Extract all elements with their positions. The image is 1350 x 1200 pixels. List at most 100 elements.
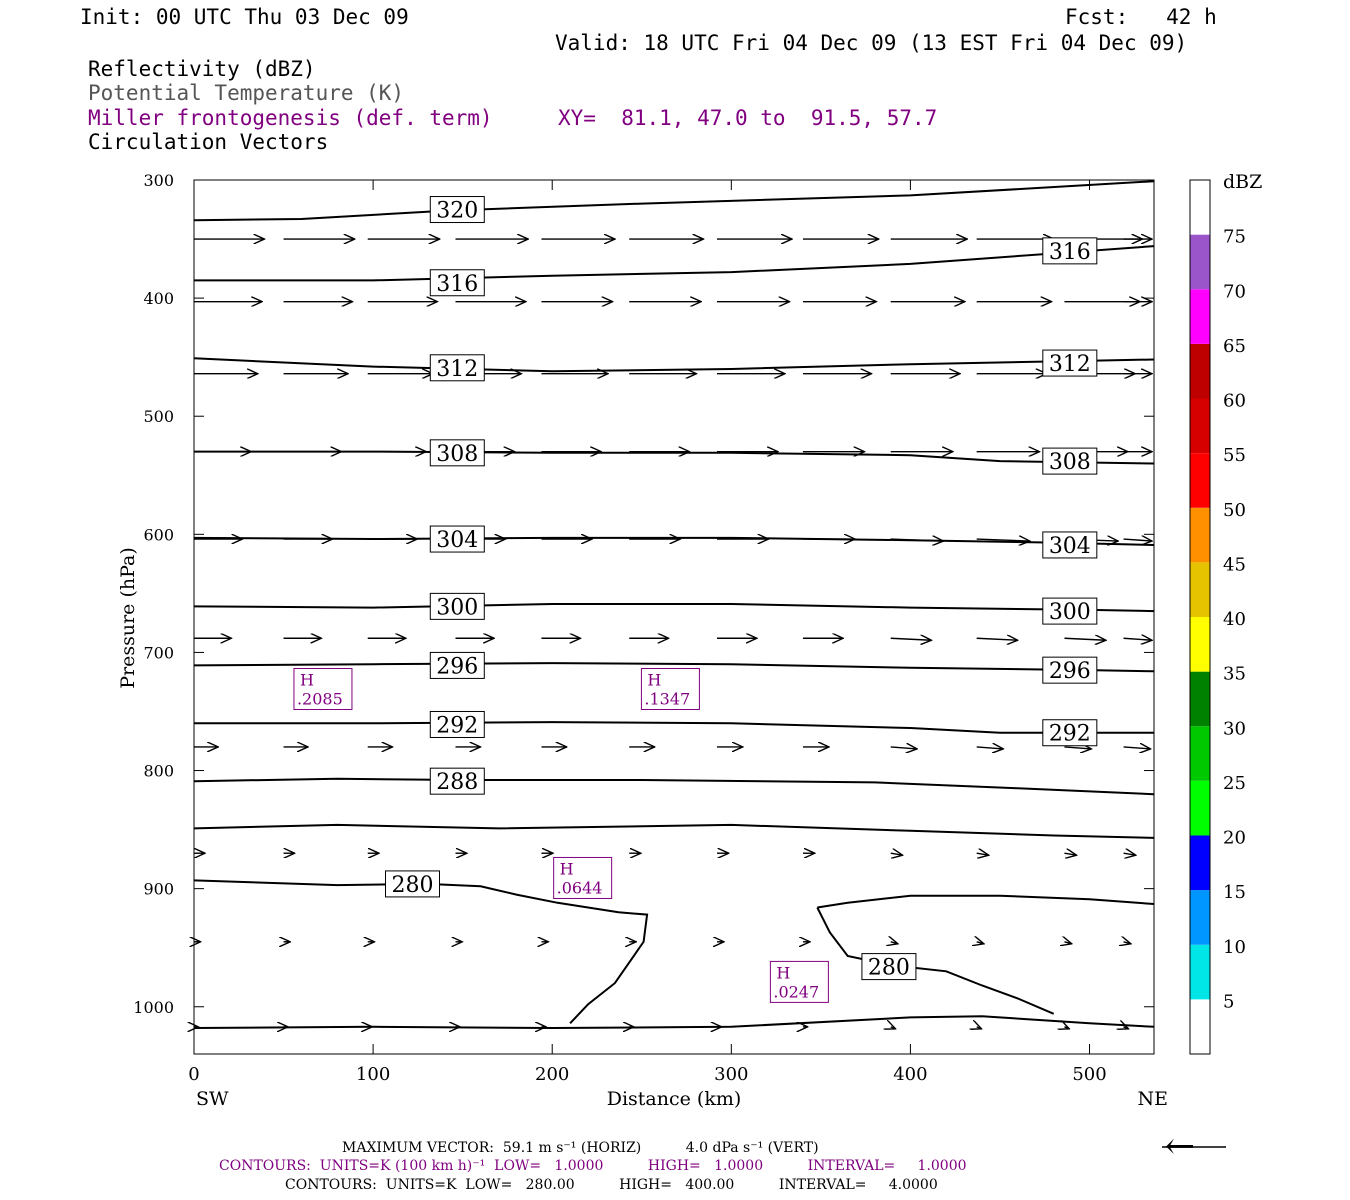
- colorbar-segment: [1190, 671, 1210, 727]
- colorbar-tick-label: 10: [1223, 937, 1246, 958]
- circulation-vector: [1123, 747, 1151, 749]
- theta-contour-280: [817, 894, 1155, 909]
- contour-label: 320: [436, 199, 478, 224]
- contour-label: 308: [436, 442, 478, 467]
- contour-label-box: [429, 651, 485, 679]
- contour-note-frontogenesis: CONTOURS: UNITS=K (100 km h)⁻¹ LOW= 1.00…: [219, 1158, 967, 1174]
- frontogenesis-maximum-value: .0644: [557, 878, 603, 897]
- circulation-vector: [1064, 1027, 1069, 1029]
- colorbar-tick-label: 65: [1223, 336, 1246, 357]
- field-potential-temperature: Potential Temperature (K): [88, 81, 405, 105]
- colorbar-tick-label: 15: [1223, 882, 1246, 903]
- colorbar-tick-label: 60: [1223, 391, 1246, 412]
- contour-label: 312: [1049, 352, 1091, 377]
- colorbar-tick-label: 40: [1223, 609, 1246, 630]
- frontogenesis-maximum-box: [640, 667, 700, 710]
- circulation-vector: [1124, 1027, 1129, 1029]
- colorbar-segment: [1190, 507, 1210, 563]
- y-tick-label: 700: [143, 643, 174, 662]
- contour-label-box: [429, 710, 485, 738]
- contour-label: 296: [1049, 659, 1091, 684]
- forecast-hour: Fcst: 42 h: [1065, 5, 1217, 29]
- colorbar-frame: [1189, 179, 1211, 1055]
- circulation-vector: [976, 638, 1018, 640]
- x-tick-label: 0: [188, 1064, 199, 1085]
- circulation-vector: [1064, 853, 1076, 855]
- frontogenesis-maximum-label: H: [776, 963, 790, 982]
- theta-contour-316: [194, 245, 1155, 282]
- colorbar-tick-label: 35: [1223, 664, 1246, 685]
- colorbar-segment: [1190, 234, 1210, 290]
- circulation-vector: [891, 1027, 896, 1029]
- circulation-vector: [1123, 539, 1152, 541]
- colorbar-tick-label: 70: [1223, 281, 1246, 302]
- contour-label: 316: [436, 272, 478, 297]
- colorbar-segment: [1190, 398, 1210, 454]
- circulation-vector: [1064, 942, 1071, 944]
- endpoint-left: SW: [196, 1088, 229, 1110]
- y-tick-label: 600: [143, 525, 174, 544]
- contour-label-box: [429, 592, 485, 620]
- colorbar-segment: [1190, 835, 1210, 891]
- contour-label-box: [429, 354, 485, 382]
- y-tick-label: 800: [143, 762, 174, 781]
- colorbar-segment: [1190, 944, 1210, 1000]
- contour-label: 300: [1049, 600, 1091, 625]
- x-tick-label: 100: [356, 1064, 390, 1085]
- theta-contour-300: [193, 603, 1155, 613]
- contour-label-box: [429, 439, 485, 467]
- contour-label-box: [1042, 349, 1098, 377]
- circulation-vector: [976, 539, 1030, 541]
- colorbar-segment: [1190, 289, 1210, 344]
- theta-contour-unlabeled: [193, 1015, 1155, 1030]
- contour-label-box: [1042, 597, 1098, 625]
- theta-contour-288: [193, 777, 1155, 796]
- contour-label-box: [1042, 237, 1098, 265]
- colorbar-tick-label: 45: [1223, 554, 1246, 575]
- theta-contour-284: [193, 823, 1155, 839]
- max-vector-note: MAXIMUM VECTOR: 59.1 m s⁻¹ (HORIZ) 4.0 d…: [342, 1140, 819, 1156]
- contour-label: 308: [1049, 450, 1091, 475]
- circulation-vector: [891, 942, 898, 944]
- contour-label-box: [1042, 447, 1098, 475]
- y-tick-label: 900: [143, 880, 174, 899]
- y-tick-label: 300: [143, 171, 174, 190]
- colorbar-segment: [1190, 780, 1210, 836]
- colorbar-tick-label: 55: [1223, 445, 1246, 466]
- colorbar-segment: [1190, 562, 1210, 617]
- theta-contour-280: [193, 879, 649, 1024]
- colorbar-segment: [1190, 617, 1210, 672]
- circulation-vector: [890, 747, 917, 749]
- colorbar-tick-label: 75: [1223, 227, 1246, 248]
- contour-label: 304: [1049, 534, 1091, 559]
- frontogenesis-maximum-value: .1347: [644, 689, 690, 708]
- circulation-vector: [1124, 942, 1131, 944]
- contour-label-box: [385, 870, 441, 898]
- x-tick-label: 200: [535, 1064, 569, 1085]
- frontogenesis-maximum-box: [553, 856, 613, 899]
- colorbar-tick-label: 50: [1223, 500, 1246, 521]
- contour-label-box: [429, 269, 485, 297]
- colorbar-label: dBZ: [1223, 171, 1262, 193]
- contour-label: 288: [436, 770, 478, 795]
- y-axis-label: Pressure (hPa): [117, 547, 139, 689]
- colorbar-tick-label: 20: [1223, 828, 1246, 849]
- contour-label: 280: [392, 873, 434, 898]
- contour-label: 300: [436, 595, 478, 620]
- contour-label: 292: [436, 713, 478, 738]
- contour-label-box: [1042, 531, 1098, 559]
- valid-time: Valid: 18 UTC Fri 04 Dec 09 (13 EST Fri …: [555, 31, 1188, 55]
- contour-label-box: [861, 953, 917, 981]
- theta-contour-320: [193, 180, 1155, 222]
- circulation-vector: [890, 638, 932, 640]
- contour-label: 292: [1049, 722, 1091, 747]
- circulation-vector: [1123, 638, 1152, 640]
- colorbar-tick-label: 30: [1223, 718, 1246, 739]
- frontogenesis-maximum-value: .2085: [297, 689, 343, 708]
- frontogenesis-maximum-box: [293, 667, 353, 710]
- x-tick-label: 400: [893, 1064, 927, 1085]
- theta-contour-312: [193, 357, 1155, 373]
- contour-label: 316: [1049, 240, 1091, 265]
- contour-label: 280: [868, 956, 910, 981]
- field-circulation-vectors: Circulation Vectors: [88, 130, 329, 154]
